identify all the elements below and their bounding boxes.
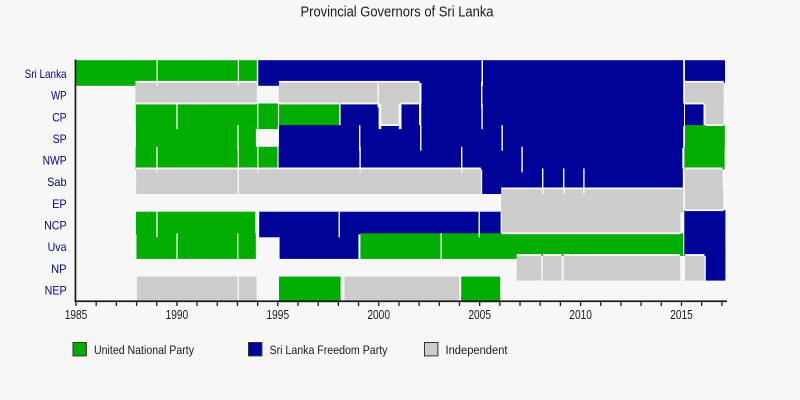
svg-text:Uva: Uva	[48, 240, 67, 254]
svg-text:EP: EP	[52, 197, 67, 211]
svg-text:Sri Lanka Freedom Party: Sri Lanka Freedom Party	[270, 343, 389, 357]
svg-text:Provincial Governors of Sri La: Provincial Governors of Sri Lanka	[301, 4, 494, 20]
svg-text:Sri Lanka: Sri Lanka	[25, 67, 67, 81]
svg-text:2010: 2010	[569, 308, 592, 322]
svg-text:1990: 1990	[166, 308, 189, 322]
svg-text:2005: 2005	[468, 308, 491, 322]
svg-text:2015: 2015	[670, 308, 693, 322]
svg-text:1985: 1985	[65, 308, 88, 322]
svg-text:Independent: Independent	[446, 343, 509, 357]
svg-text:1995: 1995	[267, 308, 290, 322]
svg-text:WP: WP	[51, 89, 67, 103]
svg-text:NWP: NWP	[43, 154, 67, 168]
svg-text:CP: CP	[52, 110, 66, 124]
svg-text:NEP: NEP	[45, 283, 67, 297]
svg-text:NCP: NCP	[44, 219, 67, 233]
svg-text:NP: NP	[51, 262, 67, 276]
svg-text:Sab: Sab	[47, 175, 67, 189]
svg-text:2000: 2000	[367, 308, 390, 322]
svg-text:SP: SP	[53, 132, 67, 146]
svg-text:United National Party: United National Party	[94, 343, 195, 357]
